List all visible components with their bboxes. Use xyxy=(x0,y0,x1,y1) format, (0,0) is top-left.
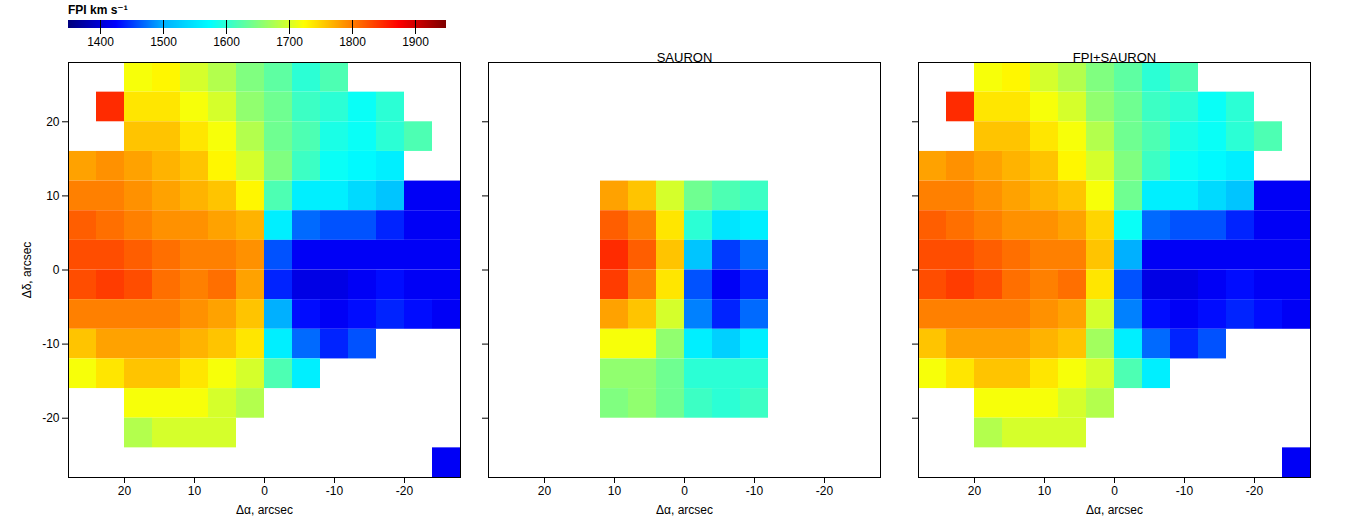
svg-text:1400: 1400 xyxy=(87,35,114,49)
svg-text:1900: 1900 xyxy=(402,35,429,49)
svg-text:Δα, arcsec: Δα, arcsec xyxy=(1086,503,1143,517)
svg-text:20: 20 xyxy=(968,484,982,498)
svg-text:Δδ, arcsec: Δδ, arcsec xyxy=(20,242,34,299)
svg-text:10: 10 xyxy=(46,189,60,203)
svg-text:-10: -10 xyxy=(42,337,60,351)
svg-text:-20: -20 xyxy=(396,484,414,498)
svg-text:Δα, arcsec: Δα, arcsec xyxy=(236,503,293,517)
svg-text:-10: -10 xyxy=(746,484,764,498)
svg-text:20: 20 xyxy=(46,115,60,129)
svg-text:10: 10 xyxy=(188,484,202,498)
svg-text:1800: 1800 xyxy=(339,35,366,49)
svg-text:1600: 1600 xyxy=(213,35,240,49)
svg-text:1700: 1700 xyxy=(276,35,303,49)
svg-text:0: 0 xyxy=(681,484,688,498)
svg-text:20: 20 xyxy=(538,484,552,498)
svg-text:0: 0 xyxy=(53,263,60,277)
svg-text:20: 20 xyxy=(118,484,132,498)
svg-text:0: 0 xyxy=(261,484,268,498)
svg-text:-20: -20 xyxy=(1246,484,1264,498)
svg-text:-10: -10 xyxy=(1176,484,1194,498)
svg-text:10: 10 xyxy=(1038,484,1052,498)
svg-text:1500: 1500 xyxy=(150,35,177,49)
svg-text:10: 10 xyxy=(608,484,622,498)
svg-text:FPI km s⁻¹: FPI km s⁻¹ xyxy=(68,3,128,17)
svg-text:-20: -20 xyxy=(816,484,834,498)
svg-text:FPI+SAURON: FPI+SAURON xyxy=(1073,50,1156,65)
svg-text:-20: -20 xyxy=(42,411,60,425)
svg-text:0: 0 xyxy=(1111,484,1118,498)
svg-text:Δα, arcsec: Δα, arcsec xyxy=(656,503,713,517)
svg-text:SAURON: SAURON xyxy=(657,50,713,65)
svg-text:-10: -10 xyxy=(326,484,344,498)
